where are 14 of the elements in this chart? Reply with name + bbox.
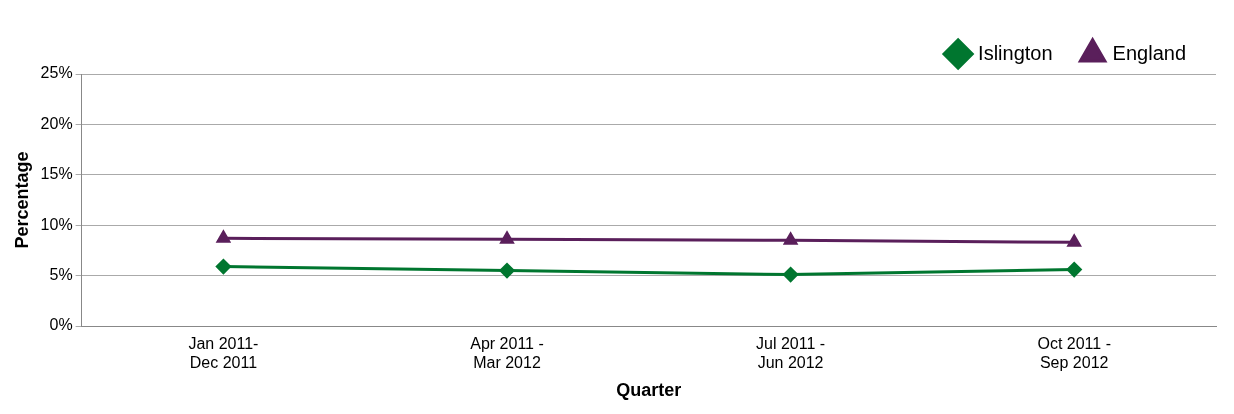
legend-label: Islington	[978, 41, 1053, 64]
y-tick-label: 5%	[49, 266, 73, 284]
y-tick-label: 20%	[40, 114, 73, 132]
x-axis-title: Quarter	[616, 380, 682, 401]
x-tick-label: Oct 2011 - Sep 2012	[1037, 335, 1111, 372]
y-tick-label: 15%	[40, 165, 73, 183]
y-tick-label: 25%	[40, 64, 73, 82]
x-tick-label: Jul 2011 - Jun 2012	[756, 335, 826, 372]
x-tick-label: Jan 2011- Dec 2011	[188, 335, 259, 372]
y-tick-label: 10%	[40, 215, 73, 233]
legend-label: England	[1112, 41, 1187, 64]
x-tick-label: Apr 2011 - Mar 2012	[470, 335, 544, 372]
y-axis-title: Percentage	[11, 151, 32, 249]
y-tick-label: 0%	[49, 316, 73, 334]
